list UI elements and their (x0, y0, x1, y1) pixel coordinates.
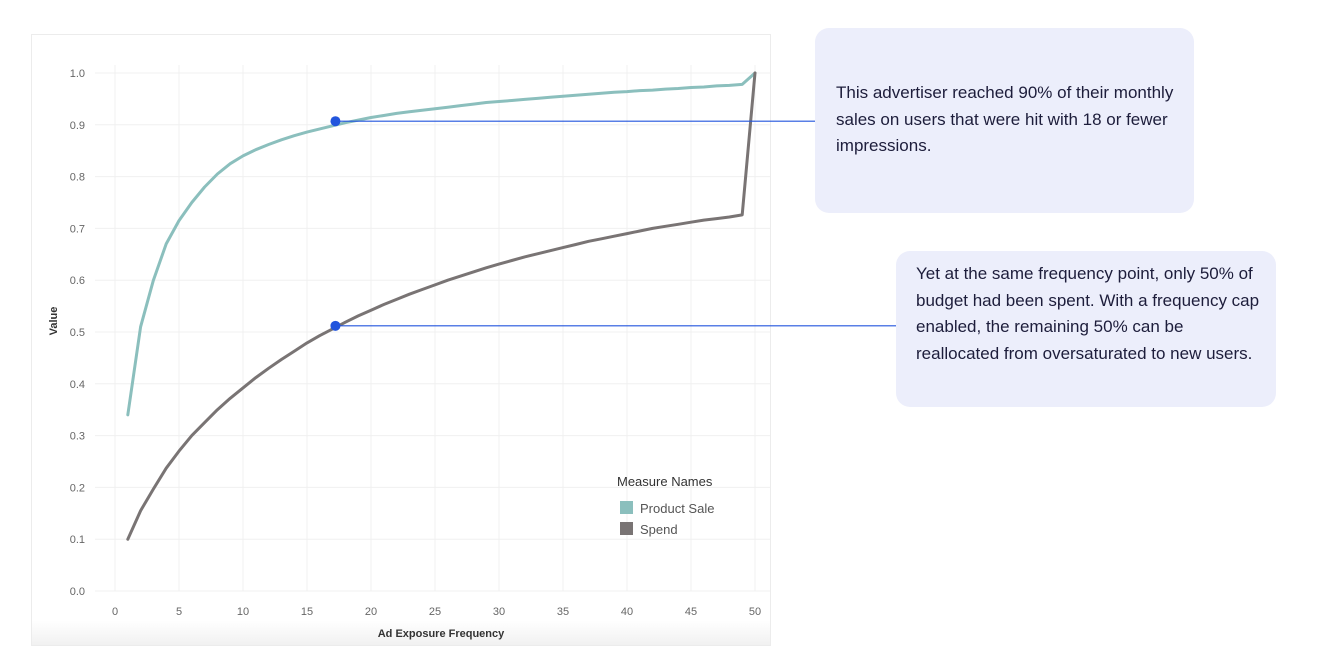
callout-sales-text: This advertiser reached 90% of their mon… (836, 83, 1174, 155)
series-lines (126, 71, 757, 541)
legend: Measure Names Product Sale Spend (617, 474, 714, 537)
x-tick-label: 30 (493, 606, 505, 618)
y-tick-label: 0.0 (70, 586, 85, 598)
callout-spend-note: Yet at the same frequency point, only 50… (896, 251, 1276, 407)
y-tick-label: 0.5 (70, 327, 85, 339)
legend-swatch (620, 522, 633, 535)
x-tick-label: 50 (749, 606, 761, 618)
grid (95, 65, 770, 592)
line-chart: 0.0 0.1 0.2 0.3 0.4 0.5 0.6 0.7 0.8 0.9 1.0 0 5 10 15… (48, 65, 770, 640)
y-axis-ticks: 0.0 0.1 0.2 0.3 0.4 0.5 0.6 0.7 0.8 0.9 1.0 (70, 68, 85, 598)
y-tick-label: 1.0 (70, 68, 85, 80)
y-tick-label: 0.6 (70, 275, 85, 287)
y-tick-label: 0.4 (70, 379, 85, 391)
legend-label: Product Sale (640, 501, 714, 516)
x-tick-label: 35 (557, 606, 569, 618)
chart-panel: 0.0 0.1 0.2 0.3 0.4 0.5 0.6 0.7 0.8 0.9 1.0 0 5 10 15… (31, 34, 771, 646)
series-line-spend (126, 71, 757, 541)
callout-sales-note: This advertiser reached 90% of their mon… (815, 28, 1194, 213)
x-axis-title: Ad Exposure Frequency (378, 628, 505, 640)
x-tick-label: 20 (365, 606, 377, 618)
x-tick-label: 25 (429, 606, 441, 618)
y-tick-label: 0.8 (70, 172, 85, 184)
x-tick-label: 0 (112, 606, 118, 618)
x-tick-label: 5 (176, 606, 182, 618)
y-tick-label: 0.3 (70, 431, 85, 443)
callout-spend-text: Yet at the same frequency point, only 50… (916, 264, 1260, 363)
y-tick-label: 0.7 (70, 223, 85, 235)
y-tick-label: 0.9 (70, 120, 85, 132)
y-tick-label: 0.2 (70, 482, 85, 494)
y-tick-label: 0.1 (70, 534, 85, 546)
legend-title: Measure Names (617, 474, 713, 489)
legend-swatch (620, 501, 633, 514)
series-line-product-sale (126, 71, 757, 417)
y-axis-title: Value (48, 307, 60, 336)
x-tick-label: 15 (301, 606, 313, 618)
legend-label: Spend (640, 522, 678, 537)
x-tick-label: 40 (621, 606, 633, 618)
x-tick-label: 45 (685, 606, 697, 618)
x-tick-label: 10 (237, 606, 249, 618)
x-axis-ticks: 0 5 10 15 20 25 30 35 40 45 50 (112, 606, 761, 618)
